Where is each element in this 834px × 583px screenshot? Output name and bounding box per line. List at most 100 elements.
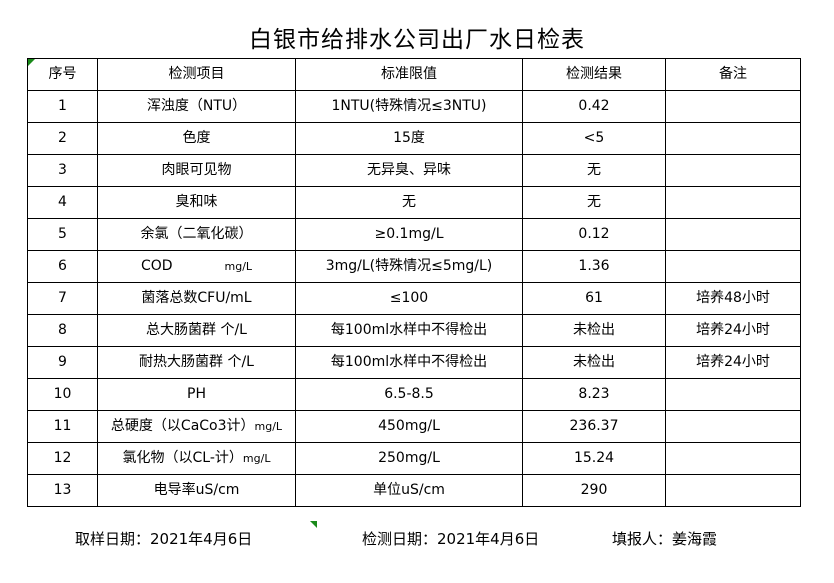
cell-test-item: COD mg/L [97, 250, 296, 283]
cell-remark [665, 218, 801, 251]
cell-test-result: 无 [522, 186, 666, 219]
cell-remark: 培养24小时 [665, 346, 801, 379]
test-item-name: 菌落总数CFU/mL [141, 289, 252, 306]
test-item-name: 总硬度（以CaCo3计） [110, 417, 255, 434]
cell-test-result: 0.12 [522, 218, 666, 251]
cell-remark: 培养24小时 [665, 314, 801, 347]
comment-marker-icon-bottom [310, 521, 317, 528]
table-row: 10 PH 6.5-8.5 8.23 [27, 378, 801, 411]
test-item-name: 总大肠菌群 个/L [146, 321, 247, 338]
test-item-name: 浑浊度（NTU） [146, 97, 247, 114]
cell-test-item: 耐热大肠菌群 个/L [97, 346, 296, 379]
table-row: 9 耐热大肠菌群 个/L 每100ml水样中不得检出 未检出 培养24小时 [27, 346, 801, 379]
cell-index: 1 [27, 90, 98, 123]
cell-index: 13 [27, 474, 98, 507]
cell-standard-limit: 250mg/L [295, 442, 523, 475]
test-item-name: 余氯（二氧化碳） [140, 225, 253, 242]
cell-standard-limit: 15度 [295, 122, 523, 155]
cell-standard-limit: 单位uS/cm [295, 474, 523, 507]
cell-test-result: 8.23 [522, 378, 666, 411]
test-item-unit: mg/L [254, 419, 283, 433]
cell-standard-limit: 450mg/L [295, 410, 523, 443]
cell-test-item: 总硬度（以CaCo3计）mg/L [97, 410, 296, 443]
column-header-std: 标准限值 [295, 58, 523, 91]
table-row: 13 电导率uS/cm 单位uS/cm 290 [27, 474, 801, 507]
table-row: 2 色度 15度 <5 [27, 122, 801, 155]
column-header-note: 备注 [665, 58, 801, 91]
cell-test-item: 总大肠菌群 个/L [97, 314, 296, 347]
cell-test-result: 290 [522, 474, 666, 507]
cell-test-result: <5 [522, 122, 666, 155]
cell-test-result: 0.42 [522, 90, 666, 123]
cell-test-item: 肉眼可见物 [97, 154, 296, 187]
cell-remark [665, 122, 801, 155]
table-row: 8 总大肠菌群 个/L 每100ml水样中不得检出 未检出 培养24小时 [27, 314, 801, 347]
comment-marker-icon-top-left [28, 59, 35, 66]
cell-standard-limit: ≤100 [295, 282, 523, 315]
cell-test-result: 61 [522, 282, 666, 315]
cell-remark [665, 442, 801, 475]
cell-index: 8 [27, 314, 98, 347]
cell-test-result: 无 [522, 154, 666, 187]
table-body: 序号 检测项目 标准限值 检测结果 备注 1 浑浊度（NTU） 1NTU(特殊情况≤3NTU)… [27, 58, 801, 507]
test-item-name: 色度 [182, 129, 211, 146]
table-row: 7 菌落总数CFU/mL ≤100 61 培养48小时 [27, 282, 801, 315]
cell-test-result: 15.24 [522, 442, 666, 475]
cell-remark [665, 474, 801, 507]
test-item-unit: mg/L [224, 259, 253, 273]
cell-standard-limit: 6.5-8.5 [295, 378, 523, 411]
sample-date-label: 取样日期：2021年4月6日 [75, 530, 253, 548]
cell-test-result: 1.36 [522, 250, 666, 283]
footer: 取样日期：2021年4月6日 检测日期：2021年4月6日 填报人：姜海霞 [27, 528, 817, 554]
cell-test-result: 未检出 [522, 346, 666, 379]
cell-standard-limit: 每100ml水样中不得检出 [295, 314, 523, 347]
cell-index: 11 [27, 410, 98, 443]
cell-remark [665, 154, 801, 187]
cell-index: 5 [27, 218, 98, 251]
page-title: 白银市给排水公司出厂水日检表 [249, 27, 585, 53]
table-header-row: 序号 检测项目 标准限值 检测结果 备注 [27, 58, 801, 91]
cell-index: 9 [27, 346, 98, 379]
test-item-name: 臭和味 [175, 193, 218, 210]
table-row: 12 氯化物（以CL-计）mg/L 250mg/L 15.24 [27, 442, 801, 475]
cell-test-item: 浑浊度（NTU） [97, 90, 296, 123]
test-item-name: 肉眼可见物 [161, 161, 232, 178]
water-quality-table-container: 序号 检测项目 标准限值 检测结果 备注 1 浑浊度（NTU） 1NTU(特殊情况≤3NTU)… [27, 58, 801, 507]
water-quality-table: 序号 检测项目 标准限值 检测结果 备注 1 浑浊度（NTU） 1NTU(特殊情况≤3NTU)… [27, 58, 801, 507]
table-row: 1 浑浊度（NTU） 1NTU(特殊情况≤3NTU) 0.42 [27, 90, 801, 123]
cell-remark [665, 410, 801, 443]
cell-remark: 培养48小时 [665, 282, 801, 315]
cell-index: 6 [27, 250, 98, 283]
cell-test-item: 余氯（二氧化碳） [97, 218, 296, 251]
cell-index: 12 [27, 442, 98, 475]
cell-remark [665, 186, 801, 219]
column-header-result: 检测结果 [522, 58, 666, 91]
cell-test-result: 未检出 [522, 314, 666, 347]
cell-standard-limit: 无 [295, 186, 523, 219]
column-header-no: 序号 [27, 58, 98, 91]
cell-index: 10 [27, 378, 98, 411]
cell-remark [665, 250, 801, 283]
table-row: 11 总硬度（以CaCo3计）mg/L 450mg/L 236.37 [27, 410, 801, 443]
table-row: 6 COD mg/L 3mg/L(特殊情况≤5mg/L) 1.36 [27, 250, 801, 283]
cell-remark [665, 378, 801, 411]
cell-test-item: 色度 [97, 122, 296, 155]
cell-test-item: 电导率uS/cm [97, 474, 296, 507]
column-header-item: 检测项目 [97, 58, 296, 91]
cell-test-item: PH [97, 378, 296, 411]
cell-test-result: 236.37 [522, 410, 666, 443]
cell-index: 3 [27, 154, 98, 187]
table-row: 3 肉眼可见物 无异臭、异味无 [27, 154, 801, 187]
cell-test-item: 氯化物（以CL-计）mg/L [97, 442, 296, 475]
cell-standard-limit: 每100ml水样中不得检出 [295, 346, 523, 379]
cell-test-item: 臭和味 [97, 186, 296, 219]
cell-standard-limit: 3mg/L(特殊情况≤5mg/L) [295, 250, 523, 283]
cell-index: 4 [27, 186, 98, 219]
test-item-name: COD [140, 257, 173, 274]
test-item-name: 电导率uS/cm [153, 481, 240, 498]
table-row: 4 臭和味 无无 [27, 186, 801, 219]
cell-index: 7 [27, 282, 98, 315]
test-item-name: PH [187, 385, 206, 402]
filler-name-label: 填报人：姜海霞 [612, 530, 718, 548]
